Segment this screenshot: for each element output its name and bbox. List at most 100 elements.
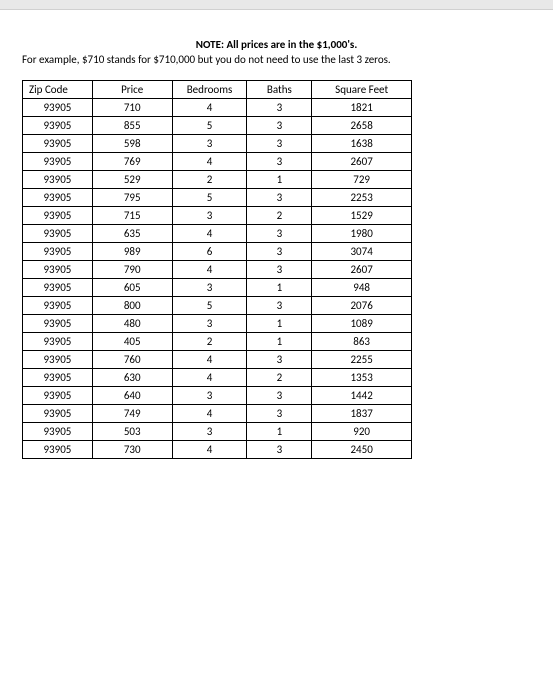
table-cell: 93905 bbox=[23, 153, 93, 171]
table-cell: 4 bbox=[172, 405, 247, 423]
table-cell: 3 bbox=[172, 315, 247, 333]
table-cell: 3 bbox=[247, 153, 312, 171]
table-cell: 3 bbox=[247, 351, 312, 369]
table-cell: 93905 bbox=[23, 297, 93, 315]
table-cell: 635 bbox=[92, 225, 172, 243]
table-row: 93905749431837 bbox=[23, 405, 412, 423]
table-cell: 1 bbox=[247, 333, 312, 351]
table-cell: 3 bbox=[247, 99, 312, 117]
table-cell: 1089 bbox=[312, 315, 412, 333]
header-sqft: Square Feet bbox=[312, 81, 412, 99]
table-cell: 4 bbox=[172, 99, 247, 117]
table-cell: 5 bbox=[172, 297, 247, 315]
table-cell: 4 bbox=[172, 225, 247, 243]
table-cell: 1 bbox=[247, 279, 312, 297]
table-cell: 3 bbox=[172, 387, 247, 405]
table-cell: 6 bbox=[172, 243, 247, 261]
example-text: For example, $710 stands for $710,000 bu… bbox=[20, 53, 533, 66]
table-cell: 93905 bbox=[23, 423, 93, 441]
table-cell: 3 bbox=[247, 441, 312, 459]
header-baths: Baths bbox=[247, 81, 312, 99]
table-cell: 4 bbox=[172, 153, 247, 171]
table-cell: 93905 bbox=[23, 243, 93, 261]
table-cell: 1442 bbox=[312, 387, 412, 405]
table-cell: 598 bbox=[92, 135, 172, 153]
table-body: 9390571043182193905855532658939055983316… bbox=[23, 99, 412, 459]
table-row: 93905769432607 bbox=[23, 153, 412, 171]
document-page: NOTE: All prices are in the $1,000's. Fo… bbox=[0, 10, 553, 700]
table-header-row: Zip Code Price Bedrooms Baths Square Fee… bbox=[23, 81, 412, 99]
table-row: 93905730432450 bbox=[23, 441, 412, 459]
table-cell: 630 bbox=[92, 369, 172, 387]
table-cell: 480 bbox=[92, 315, 172, 333]
table-cell: 3 bbox=[247, 135, 312, 153]
table-cell: 1821 bbox=[312, 99, 412, 117]
table-cell: 760 bbox=[92, 351, 172, 369]
table-row: 93905855532658 bbox=[23, 117, 412, 135]
table-cell: 93905 bbox=[23, 333, 93, 351]
table-cell: 503 bbox=[92, 423, 172, 441]
table-cell: 2450 bbox=[312, 441, 412, 459]
table-cell: 93905 bbox=[23, 225, 93, 243]
table-cell: 1980 bbox=[312, 225, 412, 243]
table-cell: 790 bbox=[92, 261, 172, 279]
table-row: 9390540521863 bbox=[23, 333, 412, 351]
table-row: 93905715321529 bbox=[23, 207, 412, 225]
table-cell: 2 bbox=[172, 171, 247, 189]
table-cell: 3 bbox=[247, 225, 312, 243]
table-row: 9390550331920 bbox=[23, 423, 412, 441]
table-cell: 5 bbox=[172, 117, 247, 135]
table-cell: 4 bbox=[172, 369, 247, 387]
table-cell: 730 bbox=[92, 441, 172, 459]
table-cell: 1837 bbox=[312, 405, 412, 423]
table-cell: 3 bbox=[172, 207, 247, 225]
property-table: Zip Code Price Bedrooms Baths Square Fee… bbox=[22, 80, 412, 459]
table-cell: 529 bbox=[92, 171, 172, 189]
table-cell: 1 bbox=[247, 315, 312, 333]
table-cell: 405 bbox=[92, 333, 172, 351]
table-cell: 5 bbox=[172, 189, 247, 207]
table-row: 93905790432607 bbox=[23, 261, 412, 279]
table-cell: 93905 bbox=[23, 207, 93, 225]
table-cell: 3 bbox=[247, 405, 312, 423]
table-cell: 93905 bbox=[23, 135, 93, 153]
table-cell: 93905 bbox=[23, 99, 93, 117]
table-cell: 800 bbox=[92, 297, 172, 315]
table-cell: 729 bbox=[312, 171, 412, 189]
table-cell: 4 bbox=[172, 261, 247, 279]
table-row: 93905795532253 bbox=[23, 189, 412, 207]
table-row: 93905640331442 bbox=[23, 387, 412, 405]
table-cell: 2255 bbox=[312, 351, 412, 369]
table-cell: 3 bbox=[172, 423, 247, 441]
table-cell: 3 bbox=[247, 297, 312, 315]
table-cell: 2607 bbox=[312, 153, 412, 171]
table-row: 93905710431821 bbox=[23, 99, 412, 117]
header-bedrooms: Bedrooms bbox=[172, 81, 247, 99]
table-cell: 93905 bbox=[23, 261, 93, 279]
table-cell: 795 bbox=[92, 189, 172, 207]
table-cell: 1 bbox=[247, 171, 312, 189]
table-cell: 1638 bbox=[312, 135, 412, 153]
table-cell: 749 bbox=[92, 405, 172, 423]
table-cell: 93905 bbox=[23, 351, 93, 369]
table-row: 93905989633074 bbox=[23, 243, 412, 261]
table-cell: 989 bbox=[92, 243, 172, 261]
table-cell: 93905 bbox=[23, 279, 93, 297]
top-bar bbox=[0, 0, 553, 10]
table-cell: 93905 bbox=[23, 171, 93, 189]
table-cell: 1 bbox=[247, 423, 312, 441]
table-row: 93905598331638 bbox=[23, 135, 412, 153]
table-cell: 640 bbox=[92, 387, 172, 405]
table-cell: 2 bbox=[247, 207, 312, 225]
table-row: 93905630421353 bbox=[23, 369, 412, 387]
table-cell: 1529 bbox=[312, 207, 412, 225]
table-row: 93905760432255 bbox=[23, 351, 412, 369]
table-cell: 3 bbox=[247, 387, 312, 405]
table-cell: 920 bbox=[312, 423, 412, 441]
table-cell: 3 bbox=[247, 189, 312, 207]
table-row: 93905800532076 bbox=[23, 297, 412, 315]
table-cell: 2253 bbox=[312, 189, 412, 207]
table-cell: 863 bbox=[312, 333, 412, 351]
table-cell: 2658 bbox=[312, 117, 412, 135]
table-cell: 2 bbox=[172, 333, 247, 351]
